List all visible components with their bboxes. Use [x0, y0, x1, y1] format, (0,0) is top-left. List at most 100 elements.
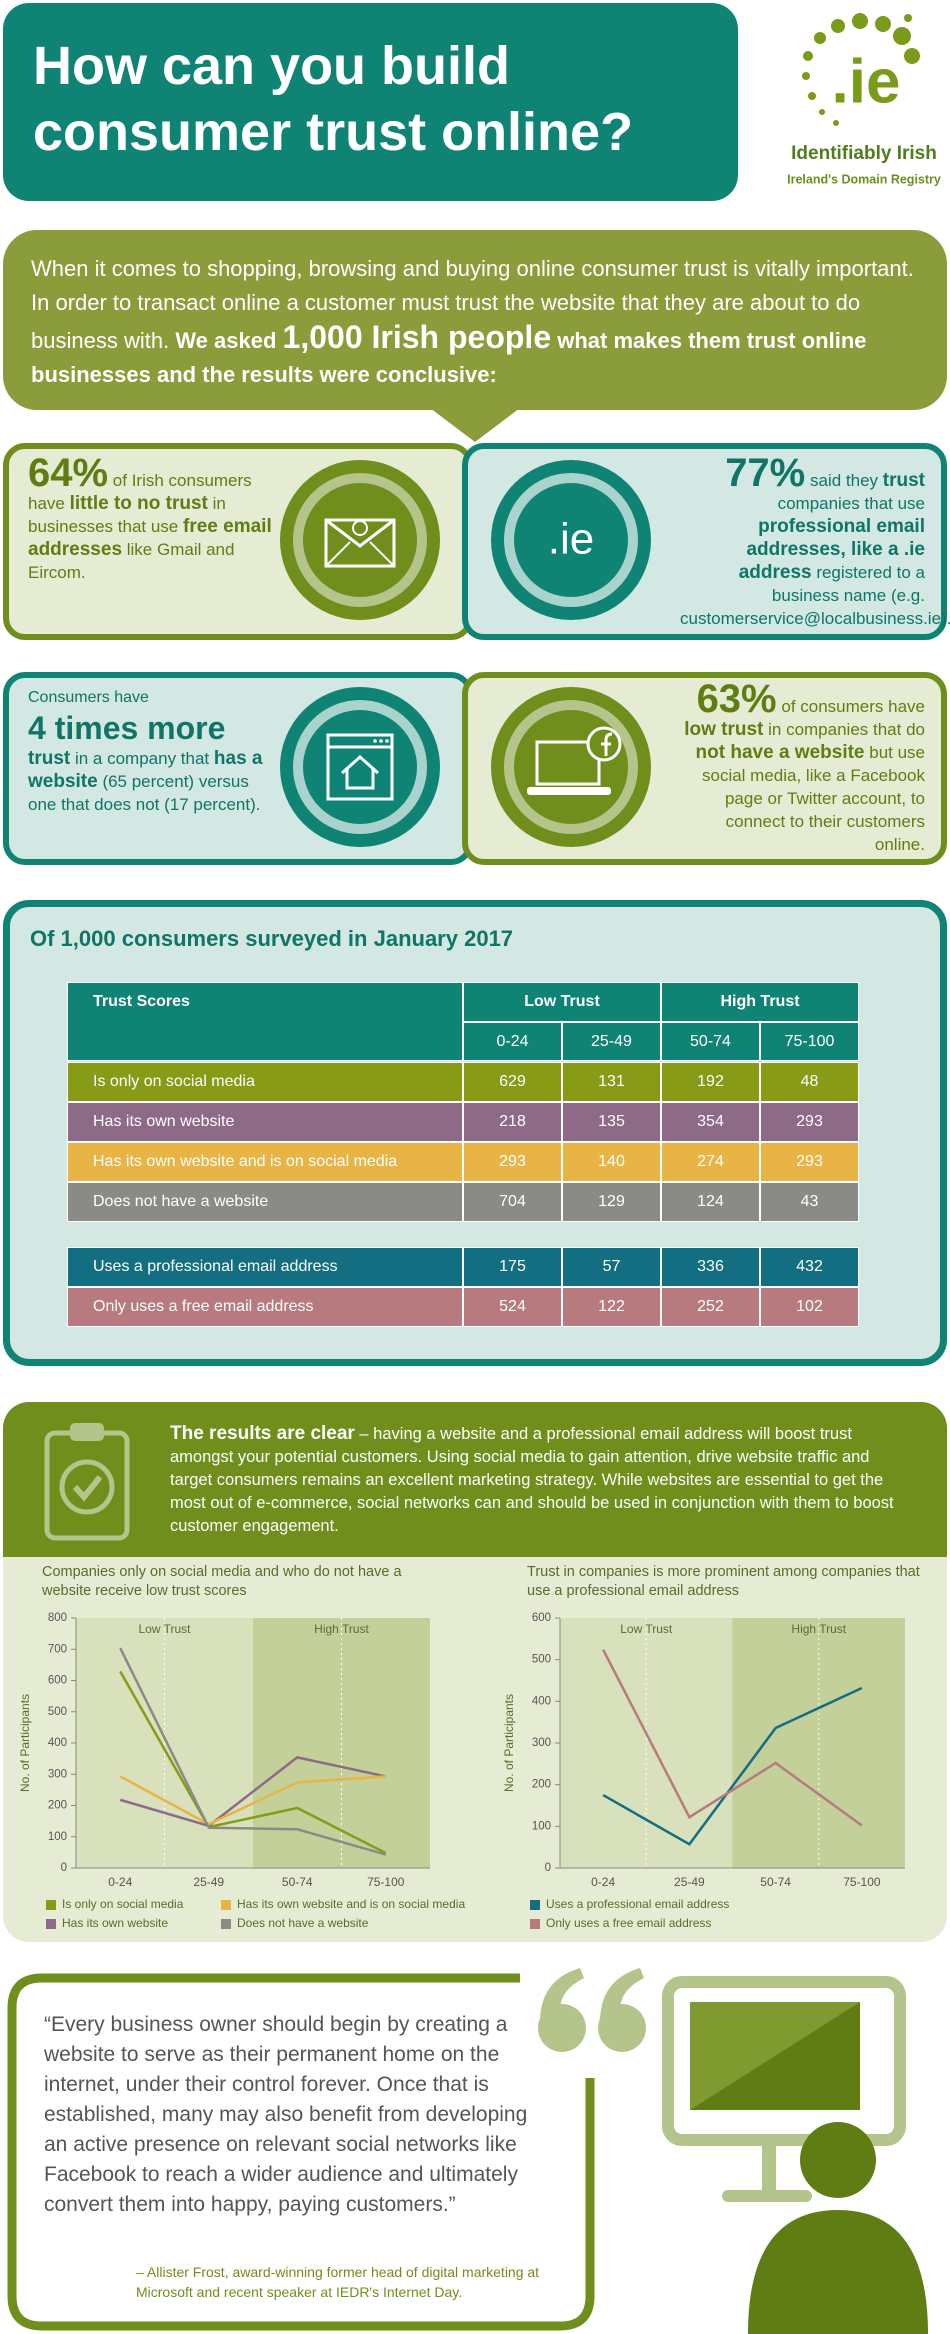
table-value: 192 [661, 1062, 760, 1102]
legend-label: Does not have a website [237, 1916, 369, 1930]
legend-label: Is only on social media [62, 1897, 184, 1911]
stat-text-part: not have a website [695, 742, 865, 763]
table-value: 293 [760, 1142, 859, 1182]
series-line [119, 1756, 387, 1828]
computer-user-icon [662, 1976, 928, 2334]
stat-text-part: like Gmail and Eircom. [28, 540, 235, 582]
quote-frame [7, 1973, 595, 2331]
intro-text: We asked [175, 328, 277, 353]
stat-text-part: professional email addresses, like a .ie… [738, 516, 925, 583]
logo-tagline: Ireland's Domain Registry [787, 172, 941, 186]
table-column: 50-74 [661, 1022, 760, 1061]
quote-marks [538, 1968, 646, 2052]
y-tick-label: 0 [61, 1862, 67, 1874]
table-value: 354 [661, 1102, 760, 1142]
y-tick-label: 800 [48, 1612, 67, 1624]
chart-title: Trust in companies is more prominent amo… [527, 1564, 920, 1599]
stat-icons: .ie [280, 460, 651, 847]
x-tick-label: 75-100 [843, 1875, 881, 1889]
logo-name: Identifiably Irish [791, 143, 937, 164]
table-value: 102 [760, 1287, 859, 1327]
intro-text: what makes them trust online businesses … [31, 328, 867, 387]
stat-figure: 77% [725, 451, 806, 495]
email-icon [280, 460, 440, 620]
x-tick-label: 75-100 [367, 1875, 405, 1889]
results-text: The results are clear – having a website… [170, 1422, 910, 1538]
table-value: 122 [562, 1287, 661, 1327]
stat-text-part: has a website [28, 748, 263, 792]
ie-icon: .ie [491, 460, 651, 620]
stat-text: Consumers have 4 times more trust in a c… [28, 686, 273, 816]
table-value: 131 [562, 1062, 661, 1102]
region-label: Low Trust [138, 1622, 191, 1636]
intro-text: When it comes to shopping, browsing and … [31, 256, 914, 353]
legend-label: Has its own website [62, 1916, 168, 1930]
stat-text: 64% of Irish consumers have little to no… [28, 453, 278, 584]
table-row-label: Has its own website and is on social med… [67, 1142, 463, 1182]
table-row-label: Is only on social media [67, 1062, 463, 1102]
series-line [602, 1686, 863, 1846]
table-value: 175 [463, 1247, 562, 1287]
region-label: High Trust [791, 1622, 846, 1636]
legend-label: Only uses a free email address [546, 1916, 711, 1930]
y-tick-label: 400 [532, 1695, 551, 1707]
logo-dots [802, 13, 920, 126]
table-value: 43 [760, 1182, 859, 1222]
results-body: – having a website and a professional em… [170, 1425, 894, 1535]
chart-title: Companies only on social media and who d… [42, 1564, 402, 1599]
stat-text-part: low trust [684, 719, 764, 740]
charts: Low Trust High Trust 0 100 200 300 400 500 600 70… [18, 1612, 905, 1930]
intro-pointer [430, 408, 520, 442]
x-tick-label: 0-24 [591, 1875, 615, 1889]
table-value: 129 [562, 1182, 661, 1222]
table-row-label: Has its own website [67, 1102, 463, 1142]
stat-text-part: free email addresses [28, 516, 272, 560]
y-tick-label: 500 [532, 1654, 551, 1666]
stat-text-part: trust [882, 470, 925, 491]
stat-text-part: companies that use [777, 494, 925, 513]
y-tick-label: 300 [532, 1737, 551, 1749]
stat-figure: 4 times more [28, 710, 226, 746]
results-header [3, 1402, 947, 1558]
series-line [119, 1670, 387, 1855]
page-title: How can you build consumer trust online? [33, 36, 634, 162]
stat-text-part: in companies that do [768, 720, 925, 739]
table-value: 274 [661, 1142, 760, 1182]
table-value: 48 [760, 1062, 859, 1102]
stat-figure: 64% [28, 451, 109, 495]
intro-box: When it comes to shopping, browsing and … [3, 230, 947, 410]
series-line [119, 1647, 387, 1856]
table-value: 218 [463, 1102, 562, 1142]
stat-text-part: of Irish consumers have [28, 471, 252, 513]
y-tick-label: 100 [532, 1820, 551, 1832]
stat-figure: 63% [696, 677, 777, 721]
stat-text-part: (65 percent) versus one that does not (1… [28, 772, 261, 814]
x-tick-label: 50-74 [760, 1875, 791, 1889]
logo: .ie Identifiably Irish Ireland's Domain … [787, 13, 941, 186]
table-value: 704 [463, 1182, 562, 1222]
legend-label: Has its own website and is on social med… [237, 1897, 465, 1911]
stat-text-part: registered to a business name (e.g. cust… [680, 563, 950, 628]
clipboard-icon [44, 1423, 130, 1541]
quote-graphics [7, 1968, 928, 2334]
region-label: High Trust [314, 1622, 369, 1636]
table-value: 124 [661, 1182, 760, 1222]
table-row-label: Does not have a website [67, 1182, 463, 1222]
legend-swatch [46, 1919, 56, 1929]
y-tick-label: 200 [532, 1779, 551, 1791]
table-value: 336 [661, 1247, 760, 1287]
ie-icon-text: .ie [548, 515, 594, 564]
table-value: 524 [463, 1287, 562, 1327]
table-value: 293 [760, 1102, 859, 1142]
legend-swatch [221, 1919, 231, 1929]
website-icon [280, 687, 440, 847]
social-icon [491, 687, 651, 847]
table-value: 140 [562, 1142, 661, 1182]
table-value: 432 [760, 1247, 859, 1287]
y-axis-label: No. of Participants [502, 1694, 516, 1792]
results-title: The results are clear [170, 1423, 355, 1444]
y-tick-label: 0 [545, 1862, 551, 1874]
table-value: 252 [661, 1287, 760, 1327]
legend-swatch [46, 1900, 56, 1910]
y-tick-label: 600 [48, 1675, 67, 1687]
